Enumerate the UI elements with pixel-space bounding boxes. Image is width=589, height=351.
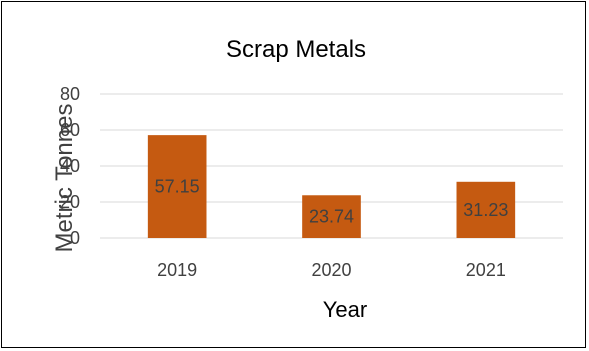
x-tick-label-2019: 2019	[157, 260, 197, 280]
x-tick-label-2021: 2021	[466, 260, 506, 280]
x-tick-label-2020: 2020	[311, 260, 351, 280]
y-tick-label: 60	[60, 120, 80, 140]
chart-title: Scrap Metals	[226, 36, 366, 63]
bar-value-label-2021: 31.23	[463, 200, 508, 220]
y-tick-label: 80	[60, 84, 80, 104]
bar-value-label-2020: 23.74	[309, 207, 354, 227]
y-tick-label: 20	[60, 192, 80, 212]
bar-2019	[147, 135, 207, 238]
y-axis-title: Metric Tonnes	[51, 104, 78, 253]
bar-2020	[302, 195, 361, 238]
y-tick-label: 40	[60, 156, 80, 176]
y-tick-label: 0	[70, 228, 80, 248]
bar-2021	[456, 181, 516, 238]
bar-value-label-2019: 57.15	[155, 177, 200, 197]
x-axis-title: Year	[323, 297, 367, 322]
